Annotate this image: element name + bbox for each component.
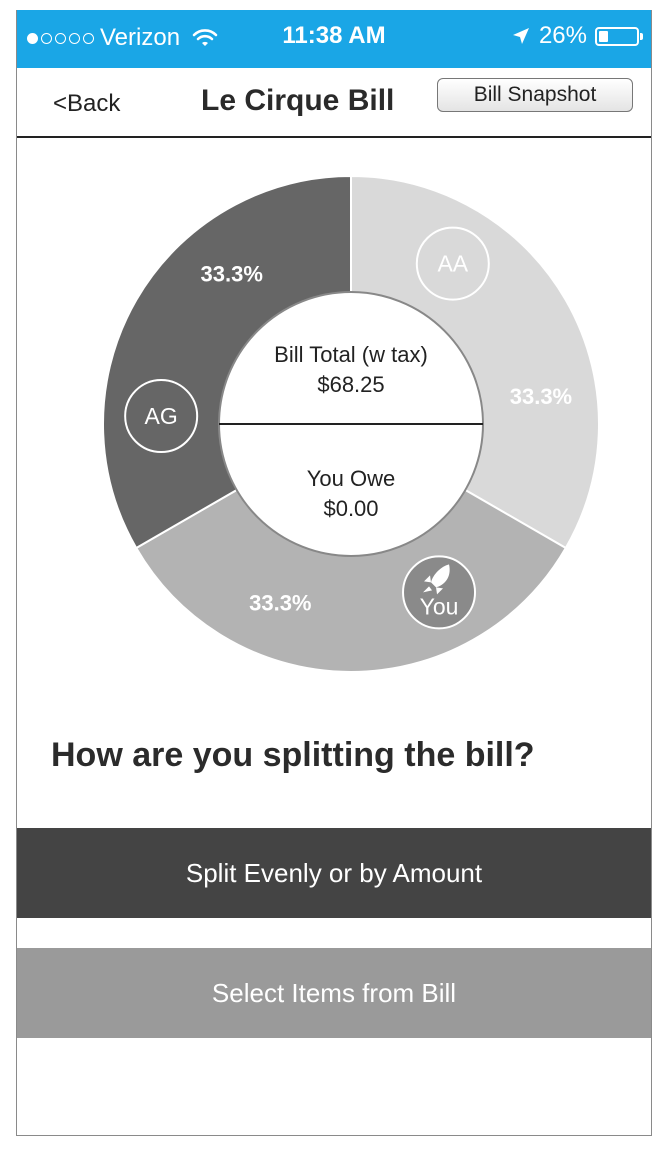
signal-dot — [55, 32, 66, 44]
you-owe-label: You Owe — [307, 466, 395, 491]
signal-dot — [41, 32, 52, 44]
app-screen: Verizon 11:38 AM 26% <Back Le Cirque Bil… — [16, 10, 652, 1136]
badge-label: You — [420, 593, 459, 619]
slice-percent-aa: 33.3% — [510, 384, 572, 409]
split-evenly-button[interactable]: Split Evenly or by Amount — [17, 828, 651, 918]
signal-dot — [27, 32, 38, 44]
carrier-name: Verizon — [100, 24, 181, 51]
rocket-icon — [423, 564, 450, 595]
battery-tip — [640, 32, 643, 40]
back-button[interactable]: <Back — [53, 90, 121, 117]
badge-label: AG — [145, 403, 178, 429]
person-badge-aa[interactable]: AA — [415, 226, 490, 301]
you-owe-value: $0.00 — [323, 496, 378, 521]
select-items-button[interactable]: Select Items from Bill — [17, 948, 651, 1038]
badge-label: AA — [437, 251, 468, 277]
signal-strength-icon — [27, 32, 94, 44]
signal-dot — [69, 32, 80, 44]
signal-dot — [83, 32, 94, 44]
carrier-group: Verizon — [27, 24, 218, 52]
location-arrow-icon — [512, 28, 529, 44]
battery-icon — [595, 26, 643, 46]
bill-snapshot-button[interactable]: Bill Snapshot — [437, 78, 633, 112]
status-right-group: 26% — [511, 22, 643, 50]
badge-circle — [124, 379, 199, 454]
clock: 11:38 AM — [282, 22, 386, 49]
slice-percent-you: 33.3% — [249, 591, 311, 616]
battery-percent: 26% — [538, 22, 587, 49]
bill-split-donut-chart: Bill Total (w tax) $68.25 You Owe $0.00 … — [102, 174, 600, 673]
status-bar: Verizon 11:38 AM 26% — [17, 10, 651, 68]
split-question-heading: How are you splitting the bill? — [51, 736, 535, 774]
wifi-icon — [192, 29, 218, 46]
navigation-bar: <Back Le Cirque Bill Bill Snapshot — [17, 68, 651, 138]
person-badge-ag[interactable]: AG — [124, 379, 199, 454]
person-badge-you[interactable]: You — [402, 555, 477, 630]
badge-circle — [415, 226, 490, 301]
slice-percent-ag: 33.3% — [201, 262, 263, 287]
bill-total-value: $68.25 — [317, 372, 384, 397]
battery-fill — [599, 30, 609, 42]
page-title: Le Cirque Bill — [201, 84, 395, 117]
bill-total-label: Bill Total (w tax) — [274, 342, 428, 367]
